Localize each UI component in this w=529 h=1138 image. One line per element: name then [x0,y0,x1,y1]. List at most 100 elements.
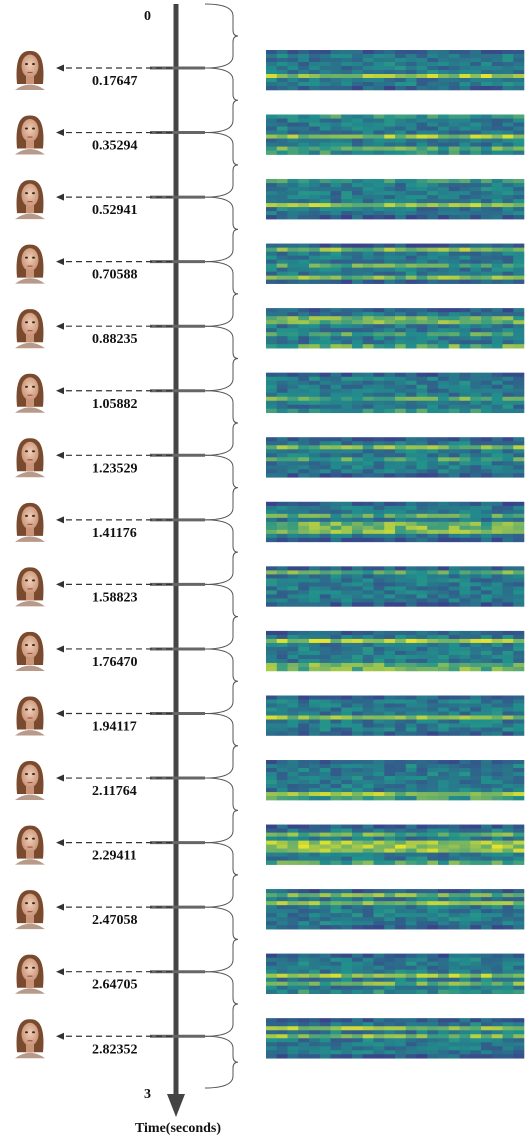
frame-time-label: 0.88235 [92,332,138,347]
heatmap-cell [459,50,471,55]
heatmap-cell [362,961,374,966]
heatmap-cell [448,973,460,978]
heatmap-cell [373,473,385,478]
heatmap-cell [341,457,353,462]
heatmap-cell [502,711,514,716]
heatmap-cell [405,191,417,196]
heatmap-cell [341,521,353,527]
frame-time-label: 2.47058 [92,913,138,928]
heatmap-cell [266,251,278,256]
heatmap-cell [470,699,482,704]
heatmap-cell [362,279,374,284]
heatmap-cell [362,465,374,470]
heatmap-cell [373,582,385,587]
heatmap-cell [513,465,525,470]
heatmap-cell [341,130,353,135]
heatmap-cell [459,965,471,970]
heatmap-cell [491,388,503,394]
heatmap-cell [373,332,385,337]
heatmap-cell [362,203,374,208]
heatmap-cell [330,372,342,378]
heatmap-cell [459,332,471,337]
heatmap-cell [459,969,471,974]
heatmap-cell [352,408,364,414]
heatmap-cell [513,183,525,188]
heatmap-cell [448,578,460,583]
heatmap-cell [491,203,503,208]
heatmap-cell [266,711,278,716]
heatmap-cell [319,449,331,454]
heatmap-cell [373,666,385,672]
heatmap-cell [438,457,450,462]
heatmap-cell [384,776,396,781]
heatmap-cell [362,376,374,382]
heatmap-cell [416,832,428,837]
heatmap-cell [491,251,503,256]
heatmap-cell [513,666,525,672]
heatmap-cell [459,1038,471,1043]
heatmap-cell [287,134,299,139]
heatmap-cell [459,279,471,284]
heatmap-cell [276,54,288,59]
heatmap-cell [470,654,482,660]
heatmap-cell [438,70,450,75]
heatmap-cell [384,203,396,208]
heatmap-cell [459,602,471,607]
heatmap-cell [459,114,471,119]
curly-brace-icon [204,1035,239,1089]
heatmap-cell [438,509,450,515]
heatmap-cell [459,792,471,797]
heatmap-cell [309,150,321,155]
heatmap-cell [362,74,374,79]
heatmap-cell [395,1018,407,1023]
heatmap-cell [470,856,482,861]
heatmap-cell [341,594,353,599]
heatmap-cell [330,122,342,127]
heatmap-cell [427,586,439,591]
heatmap-cell [513,788,525,793]
heatmap-cell [319,666,331,672]
heatmap-cell [470,469,482,474]
heatmap-cell [341,953,353,958]
heatmap-cell [470,1046,482,1051]
heatmap-cell [276,392,288,398]
heatmap-cell [319,328,331,333]
heatmap-cell [352,711,364,716]
heatmap-cell [287,336,299,341]
heatmap-cell [395,893,407,898]
heatmap-cell [416,183,428,188]
heatmap-cell [319,897,331,902]
heatmap-cell [502,634,514,640]
heatmap-cell [395,977,407,982]
heatmap-cell [470,768,482,773]
heatmap-cell [341,142,353,147]
heatmap-cell [513,215,525,220]
heatmap-cell [448,211,460,216]
heatmap-cell [513,445,525,450]
heatmap-cell [352,453,364,458]
heatmap-cell [330,525,342,531]
heatmap-cell [352,142,364,147]
heatmap-cell [384,263,396,268]
heatmap-cell [416,449,428,454]
heatmap-cell [395,824,407,829]
heatmap-cell [298,320,310,325]
heatmap-cell [470,316,482,321]
heatmap-cell [502,517,514,523]
face-icon [15,954,45,994]
heatmap-cell [341,981,353,986]
heatmap-cell [266,715,278,720]
heatmap-cell [276,901,288,906]
heatmap-cell [513,336,525,341]
heatmap-cell [352,247,364,252]
heatmap-cell [405,469,417,474]
heatmap-cell [298,913,310,918]
heatmap-cell [384,461,396,466]
heatmap-cell [384,961,396,966]
heatmap-strip [266,566,525,607]
heatmap-cell [395,372,407,378]
heatmap-cell [319,1018,331,1023]
heatmap-cell [481,58,493,63]
heatmap-cell [362,832,374,837]
heatmap-cell [341,695,353,700]
